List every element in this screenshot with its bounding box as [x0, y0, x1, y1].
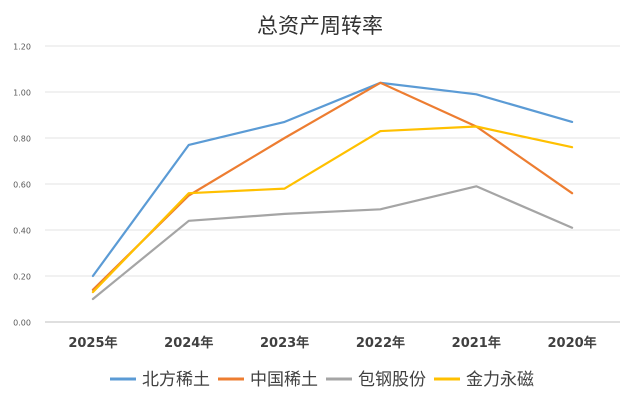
legend: 北方稀土 中国稀土 包钢股份 金力永磁	[110, 370, 534, 390]
x-tick-label: 2021年	[452, 335, 501, 351]
x-axis-ticks: 2025年 2024年 2023年 2022年 2021年 2020年	[68, 335, 596, 351]
x-tick-label: 2022年	[356, 335, 405, 351]
chart-title: 总资产周转率	[257, 14, 383, 38]
legend-label: 包钢股份	[358, 370, 426, 390]
legend-item: 金力永磁	[434, 370, 534, 390]
x-tick-label: 2023年	[260, 335, 309, 351]
legend-label: 北方稀土	[142, 370, 210, 390]
series-line	[91, 81, 574, 291]
y-tick-label: 0.40	[13, 227, 31, 236]
series-line	[91, 185, 574, 301]
y-tick-label: 0.20	[13, 273, 31, 282]
y-axis-ticks: 0.00 0.20 0.40 0.60 0.80 1.00 1.20	[13, 43, 31, 328]
gridlines	[45, 45, 620, 323]
x-tick-label: 2025年	[68, 335, 117, 351]
series-line	[91, 125, 574, 294]
y-tick-label: 1.20	[13, 43, 31, 52]
series-lines	[91, 81, 574, 301]
legend-label: 金力永磁	[466, 370, 534, 390]
legend-label: 中国稀土	[250, 370, 318, 390]
legend-item: 包钢股份	[326, 370, 426, 390]
y-tick-label: 1.00	[13, 89, 31, 98]
x-tick-label: 2024年	[164, 335, 213, 351]
y-tick-label: 0.80	[13, 135, 31, 144]
legend-item: 北方稀土	[110, 370, 210, 390]
series-line	[91, 81, 574, 278]
y-tick-label: 0.00	[13, 319, 31, 328]
y-tick-label: 0.60	[13, 181, 31, 190]
x-tick-label: 2020年	[547, 335, 596, 351]
legend-item: 中国稀土	[218, 370, 318, 390]
